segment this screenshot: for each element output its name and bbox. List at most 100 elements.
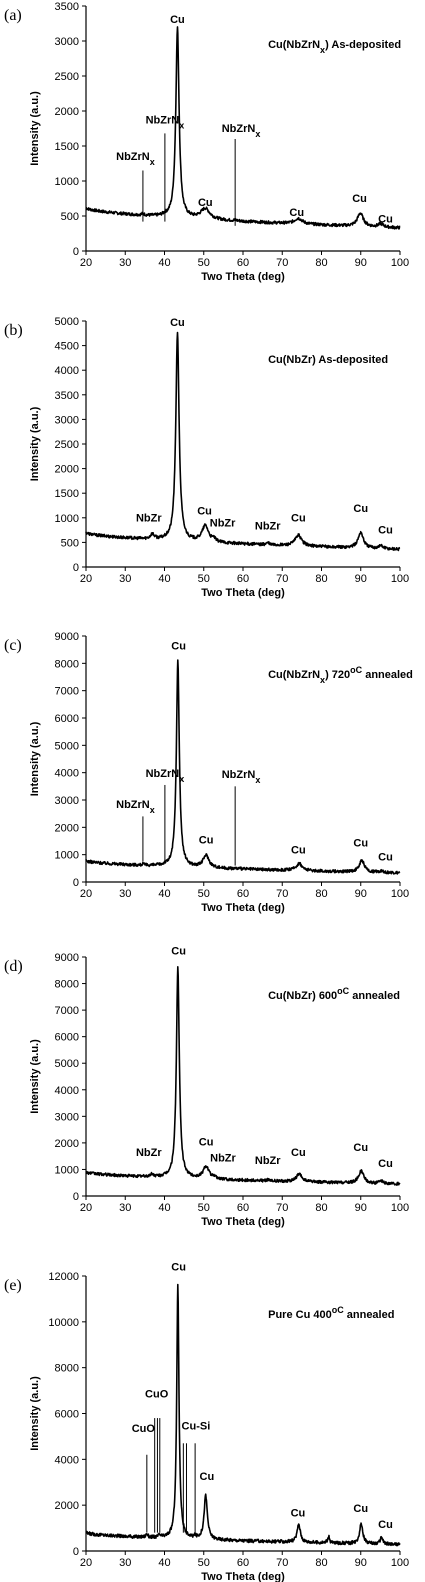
x-tick-label: 90 [355, 573, 367, 585]
peak-label: Cu [171, 641, 186, 653]
peak-label: Cu [198, 197, 213, 209]
xrd-panel-5: (e) 20 30 40 50 60 70 80 90 100 0 2000 4000 6000 8000 1… [4, 1261, 409, 1582]
peak-label: Cu [199, 1137, 214, 1149]
x-tick-label: 90 [355, 1202, 367, 1214]
xrd-panel-1: (a)20 30 40 50 60 70 80 90 100050010001500200025… [4, 1, 409, 283]
x-tick-label: 70 [276, 257, 288, 269]
panel-label: (d) [4, 958, 23, 975]
y-tick-label: 4000 [55, 1454, 79, 1466]
y-tick-label: 1500 [55, 488, 79, 500]
y-tick-label: 9000 [55, 631, 79, 643]
peak-label: NbZrNx [116, 799, 155, 815]
x-tick-label: 40 [158, 888, 170, 900]
x-tick-label: 90 [355, 888, 367, 900]
panel-title: Cu(NbZrNx) As-deposited [268, 39, 401, 55]
y-tick-label: 1000 [55, 513, 79, 525]
y-tick-label: 8000 [55, 979, 79, 991]
peak-label: NbZr [136, 513, 162, 525]
peak-label: Cu [199, 835, 214, 847]
xrd-pattern-line [85, 659, 401, 875]
xrd-pattern-line [85, 965, 401, 1186]
y-tick-label: 3500 [55, 1, 79, 13]
y-tick-label: 2000 [55, 1500, 79, 1512]
x-tick-label: 30 [119, 888, 131, 900]
y-tick-label: 4500 [55, 341, 79, 353]
x-tick-label: 60 [237, 1202, 249, 1214]
y-tick-label: 7000 [55, 686, 79, 698]
x-tick-label: 30 [119, 1202, 131, 1214]
peak-label: Cu [353, 1142, 368, 1154]
peak-label: Cu [378, 525, 393, 537]
y-tick-label: 8000 [55, 658, 79, 670]
x-tick-label: 20 [80, 1557, 92, 1569]
y-tick-label: 0 [73, 877, 79, 889]
y-tick-label: 3500 [55, 390, 79, 402]
y-tick-label: 3000 [55, 795, 79, 807]
x-tick-label: 90 [355, 257, 367, 269]
y-tick-label: 6000 [55, 1409, 79, 1421]
peak-label: Cu [291, 1508, 306, 1520]
x-tick-label: 90 [355, 1557, 367, 1569]
xrd-panel-3: (c)20 30 40 50 60 70 80 90 100010002000300040005… [4, 631, 413, 914]
x-axis-title: Two Theta (deg) [201, 902, 285, 914]
x-tick-label: 100 [391, 1557, 409, 1569]
y-tick-label: 3000 [55, 1111, 79, 1123]
x-tick-label: 60 [237, 888, 249, 900]
y-axis-title: Intensity (a.u.) [29, 406, 41, 481]
xrd-pattern-line [85, 1283, 401, 1547]
x-tick-label: 70 [276, 888, 288, 900]
x-tick-label: 30 [119, 1557, 131, 1569]
x-tick-label: 80 [315, 888, 327, 900]
x-tick-label: 100 [391, 1202, 409, 1214]
peak-label: Cu [289, 207, 304, 219]
peak-label: Cu [352, 193, 367, 205]
x-tick-label: 50 [198, 1202, 210, 1214]
peak-label: Cu [291, 513, 306, 525]
peak-label: Cu [170, 14, 185, 26]
x-tick-label: 80 [315, 257, 327, 269]
peak-label: Cu [171, 1261, 186, 1273]
peak-label: Cu [353, 837, 368, 849]
y-tick-label: 7000 [55, 1005, 79, 1017]
xrd-panel-4: (d)20 30 40 50 60 70 80 90 100010002000300040005… [4, 945, 409, 1228]
y-tick-label: 0 [73, 246, 79, 258]
x-tick-label: 50 [198, 888, 210, 900]
peak-label: Cu [171, 945, 186, 957]
y-tick-label: 2000 [55, 464, 79, 476]
x-tick-label: 60 [237, 1557, 249, 1569]
x-axis-title: Two Theta (deg) [201, 1216, 285, 1228]
peak-label: Cu [378, 1519, 393, 1531]
x-tick-label: 80 [315, 1557, 327, 1569]
x-axis-title: Two Theta (deg) [201, 271, 285, 283]
peak-label: NbZr [210, 1152, 236, 1164]
peak-label: Cu-Si [182, 1421, 211, 1433]
peak-label: NbZr [210, 518, 236, 530]
y-tick-label: 4000 [55, 768, 79, 780]
x-tick-label: 50 [198, 1557, 210, 1569]
x-tick-label: 60 [237, 573, 249, 585]
panel-label: (b) [4, 322, 23, 339]
panel-title: Cu(NbZr) 600oC annealed [268, 986, 400, 1002]
xrd-panel-2: (b)20 30 40 50 60 70 80 90 100050010001500200025… [4, 316, 409, 599]
x-tick-label: 20 [80, 888, 92, 900]
panel-title: Cu(NbZrNx) 720oC annealed [268, 665, 413, 685]
x-tick-label: 70 [276, 1557, 288, 1569]
y-tick-label: 4000 [55, 1085, 79, 1097]
y-tick-label: 3000 [55, 36, 79, 48]
y-tick-label: 1000 [55, 176, 79, 188]
peak-label: NbZrNx [146, 115, 185, 131]
y-tick-label: 4000 [55, 365, 79, 377]
y-tick-label: 12000 [48, 1271, 79, 1283]
y-tick-label: 1500 [55, 141, 79, 153]
peak-label: Cu [378, 852, 393, 864]
y-tick-label: 500 [61, 211, 79, 223]
x-tick-label: 20 [80, 1202, 92, 1214]
peak-label: NbZrNx [222, 123, 261, 139]
x-tick-label: 60 [237, 257, 249, 269]
peak-label: Cu [200, 1471, 215, 1483]
x-tick-label: 20 [80, 257, 92, 269]
x-tick-label: 80 [315, 1202, 327, 1214]
x-tick-label: 20 [80, 573, 92, 585]
y-axis-title: Intensity (a.u.) [29, 1376, 41, 1451]
